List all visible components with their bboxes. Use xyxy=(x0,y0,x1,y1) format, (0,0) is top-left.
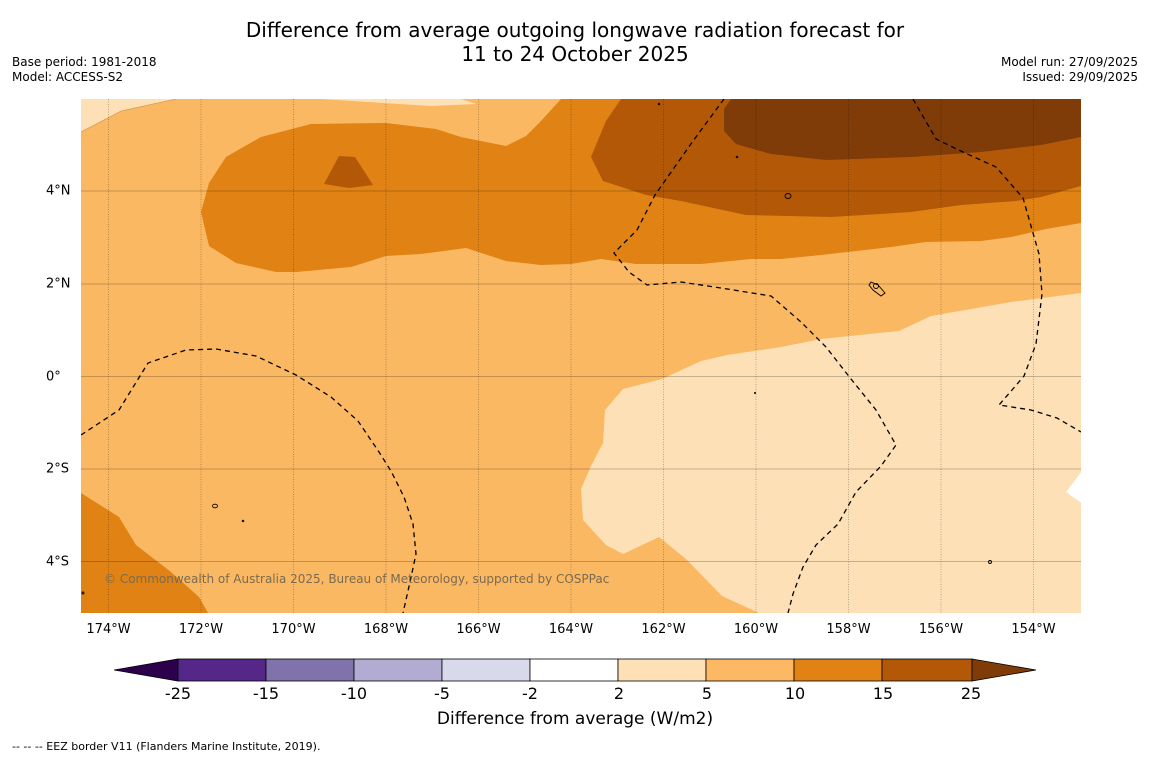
islands xyxy=(81,102,992,595)
graticule xyxy=(108,99,1034,613)
eez-footnote: -- -- -- EEZ border V11 (Flanders Marine… xyxy=(12,740,321,753)
colorbar-tick: -5 xyxy=(434,684,450,703)
colorbar-segment xyxy=(441,658,531,682)
base-period: Base period: 1981-2018 xyxy=(12,55,157,69)
lat-label: 2°N xyxy=(46,276,71,292)
eez-border-central xyxy=(613,99,897,613)
island-5 xyxy=(241,519,245,523)
contour-line-upper xyxy=(81,99,177,133)
colorbar-segment xyxy=(793,658,883,682)
lat-label: 2°S xyxy=(46,461,70,477)
region-10-15-southwest xyxy=(81,493,208,613)
island-6 xyxy=(657,102,661,106)
colorbar-segment xyxy=(705,658,795,682)
colorbar-tick: -10 xyxy=(340,684,368,703)
title-line-1: Difference from average outgoing longwav… xyxy=(245,18,905,42)
lon-label: 170°W xyxy=(271,622,316,637)
lon-label: 168°W xyxy=(363,622,409,637)
colorbar-segment xyxy=(353,658,443,682)
colorbar-tick: 10 xyxy=(784,684,806,703)
meta-right: Model run: 27/09/2025 Issued: 29/09/2025 xyxy=(1001,55,1138,85)
latitude-lines xyxy=(81,190,1081,562)
lon-label: 166°W xyxy=(456,622,501,637)
lat-label: 4°N xyxy=(46,183,71,199)
colorbar-tick: 2 xyxy=(613,684,625,703)
region-2-5-southeast xyxy=(581,293,1081,613)
island-10 xyxy=(81,591,85,595)
colorbar xyxy=(114,658,1037,682)
colorbar-segment xyxy=(529,658,619,682)
colorbar-segment xyxy=(881,658,973,682)
lon-label: 174°W xyxy=(86,622,131,637)
lat-label: 4°S xyxy=(46,554,70,570)
lon-label: 164°W xyxy=(548,622,594,637)
region-25-plus xyxy=(724,99,1081,160)
colorbar-tick: -25 xyxy=(164,684,192,703)
lon-label: 162°W xyxy=(641,622,686,637)
meta-left: Base period: 1981-2018 Model: ACCESS-S2 xyxy=(12,55,157,85)
colorbar-tick: -15 xyxy=(252,684,280,703)
eez-border-west xyxy=(81,348,417,613)
colorbar-segment xyxy=(617,658,707,682)
colorbar-max-extend xyxy=(971,658,1037,682)
island-9 xyxy=(988,560,992,564)
eez-border-east xyxy=(912,99,1081,433)
colorbar-tick: 5 xyxy=(701,684,713,703)
island-8 xyxy=(753,391,757,395)
map-edge-notch xyxy=(1066,472,1081,503)
olr-anomaly-map xyxy=(81,99,1081,613)
model-name: Model: ACCESS-S2 xyxy=(12,70,124,84)
issued-date: Issued: 29/09/2025 xyxy=(1022,70,1138,84)
lon-label: 160°W xyxy=(733,622,779,637)
colorbar-min-extend xyxy=(114,658,179,682)
region-15-25-blob xyxy=(324,156,373,188)
island-7 xyxy=(735,155,739,159)
lon-label: 154°W xyxy=(1011,622,1056,637)
colorbar-tick: 15 xyxy=(872,684,894,703)
colorbar-tick: -2 xyxy=(522,684,538,703)
island-4 xyxy=(212,503,218,509)
island-3 xyxy=(873,283,879,289)
colorbar-segment xyxy=(265,658,355,682)
lon-label: 156°W xyxy=(918,622,964,637)
lon-label: 172°W xyxy=(178,622,224,637)
title-line-2: 11 to 24 October 2025 xyxy=(461,42,689,66)
colorbar-tick: 25 xyxy=(960,684,982,703)
region-2-5-north xyxy=(81,99,176,132)
region-2-5-north-strip xyxy=(176,99,476,106)
colorbar-segment xyxy=(177,658,267,682)
copyright-notice: © Commonwealth of Australia 2025, Bureau… xyxy=(104,572,610,586)
model-run: Model run: 27/09/2025 xyxy=(1000,55,1138,69)
colorbar-title: Difference from average (W/m2) xyxy=(436,709,714,729)
lat-label: 0° xyxy=(46,369,61,385)
island-1 xyxy=(784,193,792,199)
eez-borders xyxy=(81,99,1081,613)
lon-label: 158°W xyxy=(826,622,871,637)
